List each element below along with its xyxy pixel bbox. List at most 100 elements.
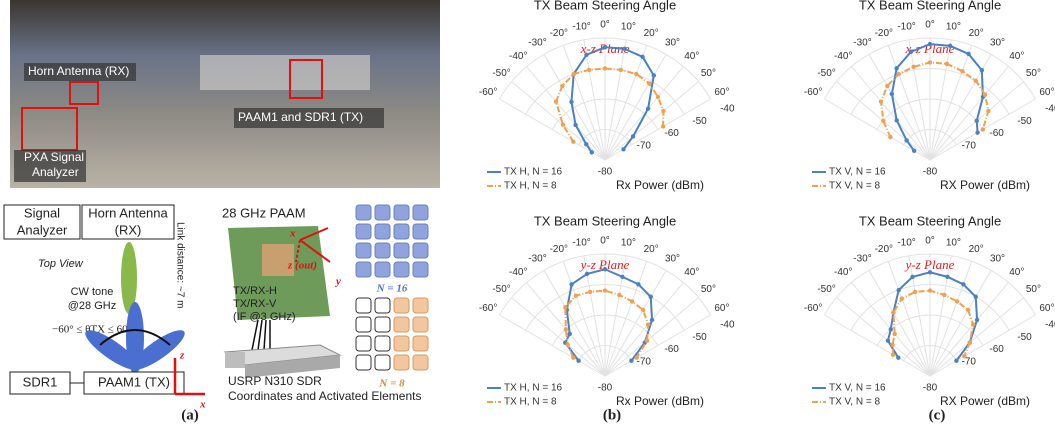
- element: [394, 262, 409, 277]
- theta-tick-label: -10°: [572, 238, 590, 249]
- axis-label: x: [289, 228, 296, 240]
- legend-label: TX V, N = 8: [829, 181, 880, 192]
- marker: [634, 72, 638, 76]
- box-label: Signal: [24, 205, 60, 220]
- theta-tick-label: -50°: [492, 284, 510, 295]
- r-tick-label: -80: [923, 167, 938, 178]
- marker: [650, 318, 654, 322]
- element: [375, 298, 390, 313]
- element: [394, 355, 409, 370]
- marker: [928, 60, 932, 64]
- marker: [564, 327, 568, 331]
- marker: [986, 109, 990, 113]
- marker: [962, 354, 966, 358]
- r-tick-label: -70: [637, 141, 652, 152]
- marker: [971, 322, 975, 326]
- theta-tick-label: -50°: [492, 68, 510, 79]
- marker: [646, 106, 650, 110]
- element: [356, 243, 371, 258]
- element: [375, 317, 390, 332]
- marker: [560, 84, 564, 88]
- theta-tick-label: 20°: [644, 244, 659, 255]
- box-label: SDR1: [23, 374, 58, 389]
- marker: [909, 50, 913, 54]
- marker: [649, 295, 653, 299]
- marker: [891, 310, 895, 314]
- marker: [603, 66, 607, 70]
- polar-chart: TX Beam Steering Angle-80-70-60-50-40-60…: [479, 213, 735, 408]
- theta-tick-label: 50°: [1026, 68, 1041, 79]
- element: [394, 317, 409, 332]
- grid-ray: [824, 315, 930, 376]
- r-tick-label: -50: [1017, 332, 1032, 343]
- theta-tick-label: -40°: [834, 51, 852, 62]
- polar-chart: TX Beam Steering Angle-80-70-60-50-40-60…: [804, 0, 1055, 192]
- marker: [587, 68, 591, 72]
- legend-label: TX H, N = 8: [504, 181, 557, 192]
- element: [356, 355, 371, 370]
- marker: [948, 44, 952, 48]
- chart-title: TX Beam Steering Angle: [534, 213, 676, 228]
- marker: [890, 342, 894, 346]
- marker: [945, 62, 949, 66]
- marker: [585, 272, 589, 276]
- top-view-diagram: Signal Analyzer Horn Antenna (RX) Top Vi…: [4, 205, 206, 411]
- marker: [897, 72, 901, 76]
- element: [356, 298, 371, 313]
- r-tick-label: -50: [692, 116, 707, 127]
- marker: [590, 150, 594, 154]
- theta-tick-label: 60°: [714, 303, 729, 314]
- marker: [629, 359, 633, 363]
- marker: [554, 99, 558, 103]
- axis-label: z (out): [287, 260, 317, 272]
- marker: [573, 123, 577, 127]
- axis-label: x: [199, 399, 206, 411]
- marker: [588, 290, 592, 294]
- marker: [888, 135, 892, 139]
- element: [413, 243, 428, 258]
- marker: [879, 99, 883, 103]
- marker: [966, 308, 970, 312]
- r-axis-label: RX Power (dBm): [940, 178, 1030, 192]
- marker: [974, 79, 978, 83]
- subfigure-label: (c): [929, 407, 946, 423]
- marker: [565, 342, 569, 346]
- marker: [886, 339, 890, 343]
- marker: [569, 282, 573, 286]
- paam-diagram: 28 GHz PAAM TX/RX-H TX/RX-V (IF @3 GHz) …: [222, 205, 428, 403]
- marker: [630, 299, 634, 303]
- theta-tick-label: -20°: [875, 244, 893, 255]
- marker: [945, 275, 949, 279]
- theta-tick-label: 30°: [665, 38, 680, 49]
- legend-label: TX H, N = 16: [504, 167, 563, 178]
- box-label: Horn Antenna: [88, 205, 168, 220]
- r-tick-label: -40: [720, 103, 735, 114]
- theta-tick-label: -40°: [509, 267, 527, 278]
- r-tick-label: -40: [1045, 319, 1055, 330]
- port-label: TX/RX-V: [233, 298, 277, 310]
- marker: [975, 318, 979, 322]
- marker: [619, 68, 623, 72]
- marker: [656, 95, 660, 99]
- marker: [894, 118, 898, 122]
- theta-tick-label: -20°: [550, 244, 568, 255]
- marker: [960, 69, 964, 73]
- marker: [974, 295, 978, 299]
- theta-tick-label: -30°: [853, 254, 871, 265]
- r-tick-label: -60: [989, 344, 1004, 355]
- marker: [942, 293, 946, 297]
- theta-tick-label: 60°: [714, 87, 729, 98]
- marker: [621, 147, 625, 151]
- element: [394, 298, 409, 313]
- chart-title: TX Beam Steering Angle: [859, 0, 1001, 12]
- theta-tick-label: 50°: [1026, 284, 1041, 295]
- theta-tick-label: -40°: [834, 267, 852, 278]
- element: [375, 205, 390, 220]
- marker: [983, 92, 987, 96]
- grid-label: N = 16: [376, 283, 408, 295]
- element: [394, 224, 409, 239]
- sdr-label: USRP N310 SDR: [228, 374, 322, 388]
- element: [375, 262, 390, 277]
- theta-tick-label: 0°: [600, 236, 610, 247]
- legend-label: TX H, N = 16: [504, 383, 563, 394]
